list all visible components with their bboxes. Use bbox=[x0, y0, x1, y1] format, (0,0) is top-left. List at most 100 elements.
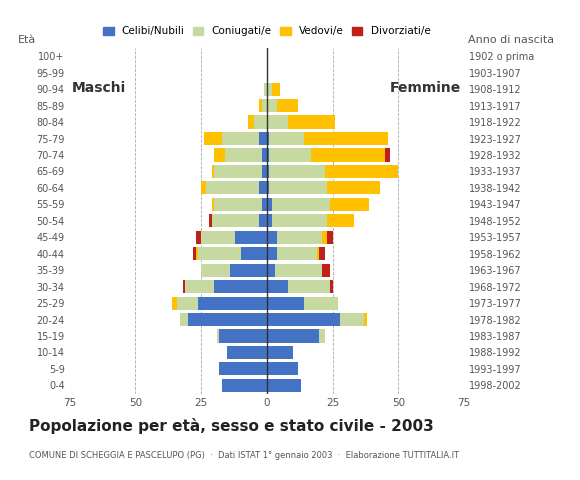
Bar bbox=[327, 231, 332, 244]
Bar bbox=[212, 214, 259, 228]
Bar bbox=[327, 181, 380, 194]
Bar bbox=[330, 280, 332, 293]
Legend: Celibi/Nubili, Coniugati/e, Vedovi/e, Divorziati/e: Celibi/Nubili, Coniugati/e, Vedovi/e, Di… bbox=[99, 22, 434, 40]
Bar bbox=[267, 99, 277, 112]
Bar bbox=[214, 148, 224, 162]
Bar bbox=[267, 214, 272, 228]
Bar bbox=[267, 116, 288, 129]
Bar bbox=[385, 148, 390, 162]
Bar bbox=[259, 132, 267, 145]
Bar bbox=[248, 116, 253, 129]
Bar bbox=[267, 247, 277, 260]
Bar bbox=[272, 198, 330, 211]
Bar bbox=[227, 346, 267, 359]
Bar bbox=[330, 198, 369, 211]
Bar bbox=[262, 198, 267, 211]
Bar bbox=[222, 132, 259, 145]
Bar bbox=[219, 329, 267, 343]
Bar bbox=[275, 264, 322, 277]
Text: Età: Età bbox=[19, 35, 37, 45]
Bar bbox=[224, 148, 262, 162]
Bar bbox=[212, 198, 214, 211]
Bar bbox=[267, 379, 301, 392]
Bar bbox=[267, 198, 272, 211]
Text: COMUNE DI SCHEGGIA E PASCELUPO (PG)  ·  Dati ISTAT 1° gennaio 2003  ·  Elaborazi: COMUNE DI SCHEGGIA E PASCELUPO (PG) · Da… bbox=[29, 451, 459, 460]
Bar bbox=[198, 297, 267, 310]
Bar bbox=[259, 181, 267, 194]
Bar bbox=[267, 280, 288, 293]
Bar bbox=[201, 264, 230, 277]
Bar bbox=[219, 362, 267, 375]
Bar bbox=[267, 165, 270, 178]
Bar bbox=[277, 231, 322, 244]
Bar bbox=[172, 297, 177, 310]
Bar bbox=[272, 214, 327, 228]
Bar bbox=[303, 132, 388, 145]
Bar bbox=[177, 297, 198, 310]
Bar bbox=[267, 362, 298, 375]
Bar bbox=[267, 297, 303, 310]
Bar bbox=[270, 181, 327, 194]
Bar bbox=[288, 280, 330, 293]
Bar bbox=[288, 116, 335, 129]
Bar bbox=[209, 214, 212, 228]
Bar bbox=[214, 165, 262, 178]
Bar bbox=[198, 247, 241, 260]
Bar bbox=[267, 148, 270, 162]
Bar bbox=[270, 132, 303, 145]
Bar bbox=[322, 231, 327, 244]
Bar bbox=[241, 247, 267, 260]
Bar bbox=[270, 165, 325, 178]
Bar bbox=[180, 313, 188, 326]
Bar bbox=[222, 379, 267, 392]
Bar bbox=[214, 198, 262, 211]
Bar bbox=[214, 280, 267, 293]
Bar bbox=[267, 181, 270, 194]
Bar bbox=[267, 313, 340, 326]
Bar bbox=[253, 116, 267, 129]
Bar bbox=[264, 83, 267, 96]
Bar bbox=[212, 165, 214, 178]
Bar bbox=[262, 99, 267, 112]
Bar bbox=[262, 165, 267, 178]
Bar bbox=[193, 247, 196, 260]
Bar bbox=[201, 231, 235, 244]
Bar bbox=[196, 231, 201, 244]
Bar bbox=[201, 181, 206, 194]
Bar bbox=[217, 329, 219, 343]
Bar bbox=[303, 297, 338, 310]
Bar bbox=[311, 148, 385, 162]
Bar bbox=[320, 329, 325, 343]
Bar bbox=[185, 280, 214, 293]
Bar bbox=[206, 181, 259, 194]
Bar bbox=[272, 83, 280, 96]
Bar bbox=[183, 280, 185, 293]
Bar bbox=[267, 346, 293, 359]
Bar bbox=[364, 313, 367, 326]
Text: Femmine: Femmine bbox=[390, 81, 461, 95]
Bar bbox=[267, 329, 320, 343]
Bar bbox=[270, 148, 311, 162]
Bar bbox=[325, 165, 398, 178]
Bar bbox=[322, 264, 330, 277]
Bar bbox=[277, 247, 317, 260]
Bar bbox=[267, 132, 270, 145]
Bar bbox=[267, 264, 275, 277]
Text: Anno di nascita: Anno di nascita bbox=[468, 35, 554, 45]
Bar bbox=[277, 99, 298, 112]
Bar bbox=[317, 247, 320, 260]
Bar bbox=[188, 313, 267, 326]
Bar bbox=[267, 231, 277, 244]
Bar bbox=[340, 313, 364, 326]
Bar bbox=[267, 83, 272, 96]
Bar bbox=[259, 214, 267, 228]
Bar bbox=[320, 247, 325, 260]
Bar bbox=[259, 99, 262, 112]
Bar bbox=[262, 148, 267, 162]
Text: Popolazione per età, sesso e stato civile - 2003: Popolazione per età, sesso e stato civil… bbox=[29, 418, 434, 433]
Bar bbox=[235, 231, 267, 244]
Bar bbox=[230, 264, 267, 277]
Bar bbox=[196, 247, 198, 260]
Bar bbox=[327, 214, 354, 228]
Bar bbox=[204, 132, 222, 145]
